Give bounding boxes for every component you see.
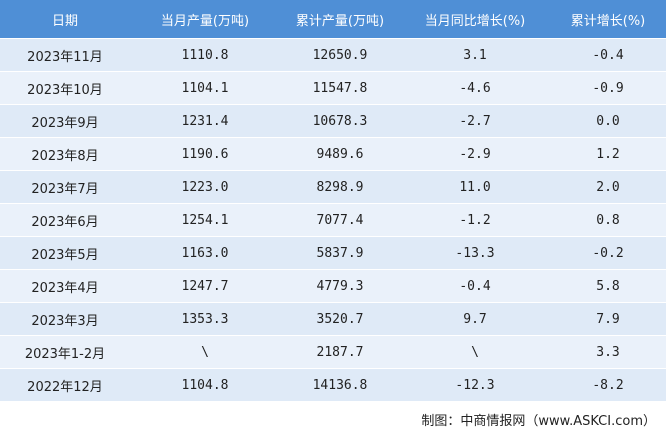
table-cell: 11.0	[400, 170, 550, 204]
table-cell: 4779.3	[280, 269, 400, 303]
table-cell: 1353.3	[130, 302, 280, 336]
table-cell: 0.8	[550, 203, 666, 237]
table-row: 2023年4月 1247.7 4779.3 -0.4 5.8	[0, 269, 666, 303]
header-cell: 累计产量(万吨)	[280, 0, 400, 39]
table-cell: 14136.8	[280, 368, 400, 401]
header-cell: 累计增长(%)	[550, 0, 666, 39]
table-cell: 11547.8	[280, 71, 400, 105]
table-cell: 2023年5月	[0, 236, 130, 270]
table-cell: -0.4	[550, 38, 666, 72]
table-cell: 1110.8	[130, 38, 280, 72]
table-row: 2023年8月 1190.6 9489.6 -2.9 1.2	[0, 137, 666, 171]
header-cell: 当月同比增长(%)	[400, 0, 550, 39]
table-cell: 3.3	[550, 335, 666, 369]
header-row: 日期 当月产量(万吨) 累计产量(万吨) 当月同比增长(%) 累计增长(%)	[0, 0, 666, 39]
table-cell: 1223.0	[130, 170, 280, 204]
table-cell: -0.4	[400, 269, 550, 303]
source-note: 制图：中商情报网（www.ASKCI.com）	[421, 414, 656, 429]
table-cell: 5837.9	[280, 236, 400, 270]
table-row: 2023年3月 1353.3 3520.7 9.7 7.9	[0, 302, 666, 336]
table-cell: -1.2	[400, 203, 550, 237]
table-cell: -4.6	[400, 71, 550, 105]
table-cell: -12.3	[400, 368, 550, 401]
table-cell: 2023年4月	[0, 269, 130, 303]
table-cell: \	[130, 335, 280, 369]
table-cell: 9.7	[400, 302, 550, 336]
table-cell: 2022年12月	[0, 368, 130, 401]
table-cell: 2187.7	[280, 335, 400, 369]
table-cell: -0.9	[550, 71, 666, 105]
table-cell: 3520.7	[280, 302, 400, 336]
table-body: 2023年11月 1110.8 12650.9 3.1 -0.4 2023年10月 1104…	[0, 38, 666, 401]
table-row: 2023年9月 1231.4 10678.3 -2.7 0.0	[0, 104, 666, 138]
table-cell: 1190.6	[130, 137, 280, 171]
table-cell: 2023年9月	[0, 104, 130, 138]
data-table: 日期 当月产量(万吨) 累计产量(万吨) 当月同比增长(%) 累计增长(%) 2023年…	[0, 0, 666, 401]
table-cell: 7077.4	[280, 203, 400, 237]
header-cell: 日期	[0, 0, 130, 39]
table-cell: 2023年10月	[0, 71, 130, 105]
table-cell: 2023年8月	[0, 137, 130, 171]
table-row: 2023年10月 1104.1 11547.8 -4.6 -0.9	[0, 71, 666, 105]
table-cell: 2.0	[550, 170, 666, 204]
table-cell: 1104.1	[130, 71, 280, 105]
table-cell: 2023年1-2月	[0, 335, 130, 369]
table-row: 2022年12月 1104.8 14136.8 -12.3 -8.2	[0, 368, 666, 401]
table-cell: 7.9	[550, 302, 666, 336]
table-cell: 1163.0	[130, 236, 280, 270]
table-row: 2023年6月 1254.1 7077.4 -1.2 0.8	[0, 203, 666, 237]
table-cell: 1104.8	[130, 368, 280, 401]
table-cell: 0.0	[550, 104, 666, 138]
table-row: 2023年11月 1110.8 12650.9 3.1 -0.4	[0, 38, 666, 72]
table-cell: \	[400, 335, 550, 369]
table-cell: -2.7	[400, 104, 550, 138]
table-cell: 2023年7月	[0, 170, 130, 204]
table-cell: 1247.7	[130, 269, 280, 303]
table-cell: -0.2	[550, 236, 666, 270]
table-cell: -2.9	[400, 137, 550, 171]
header-cell: 当月产量(万吨)	[130, 0, 280, 39]
table-row: 2023年7月 1223.0 8298.9 11.0 2.0	[0, 170, 666, 204]
table-row: 2023年5月 1163.0 5837.9 -13.3 -0.2	[0, 236, 666, 270]
table-cell: 2023年3月	[0, 302, 130, 336]
table-cell: 1.2	[550, 137, 666, 171]
table-cell: 12650.9	[280, 38, 400, 72]
table-cell: 2023年11月	[0, 38, 130, 72]
table-cell: 5.8	[550, 269, 666, 303]
table-cell: 1254.1	[130, 203, 280, 237]
table-cell: 8298.9	[280, 170, 400, 204]
table-cell: 3.1	[400, 38, 550, 72]
table-cell: 1231.4	[130, 104, 280, 138]
table-cell: 2023年6月	[0, 203, 130, 237]
table-row: 2023年1-2月 \ 2187.7 \ 3.3	[0, 335, 666, 369]
table-cell: 10678.3	[280, 104, 400, 138]
table-cell: -8.2	[550, 368, 666, 401]
table-cell: -13.3	[400, 236, 550, 270]
table-cell: 9489.6	[280, 137, 400, 171]
